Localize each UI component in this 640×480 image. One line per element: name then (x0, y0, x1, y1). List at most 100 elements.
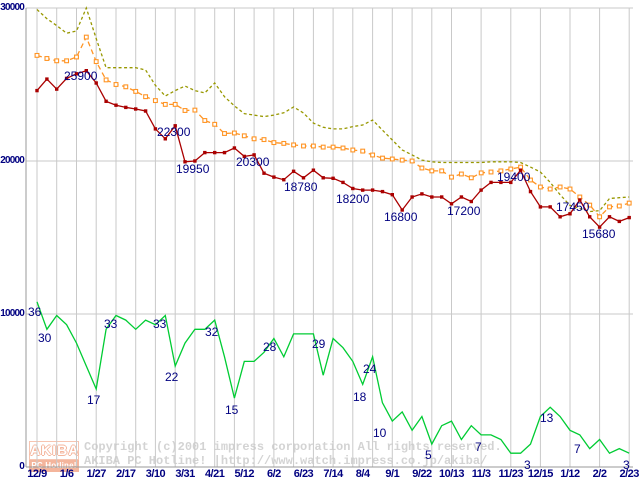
copyright-line1: Copyright (c)2001 impress corporation Al… (84, 440, 502, 454)
x-axis-tick-label: 2/2 (592, 468, 607, 480)
x-axis-tick-label: 8/4 (355, 468, 370, 480)
marker-filled-square (35, 88, 39, 93)
marker-filled-square (45, 77, 49, 81)
marker-open-square (133, 88, 139, 94)
count-data-label: 13 (540, 411, 554, 425)
x-axis-tick-label: 3/31 (175, 468, 195, 480)
marker-filled-square (183, 160, 187, 164)
count-data-label: 36 (28, 305, 42, 319)
marker-filled-square (163, 137, 167, 141)
x-axis-tick-label: 2/23 (619, 468, 639, 480)
marker-filled-square (242, 154, 246, 159)
marker-filled-square (311, 168, 316, 172)
price-data-label: 22300 (157, 125, 191, 139)
marker-filled-square (262, 171, 266, 175)
marker-filled-square (341, 180, 345, 185)
marker-open-square (143, 94, 149, 100)
marker-open-square (439, 168, 445, 174)
marker-filled-square (114, 103, 118, 107)
marker-open-square (34, 52, 40, 58)
count-data-label: 15 (225, 403, 239, 417)
marker-open-square (607, 204, 612, 210)
marker-filled-square (321, 176, 325, 180)
marker-open-square (478, 170, 484, 176)
y-axis-tick-label: 30000 (0, 2, 25, 13)
x-axis-tick-label: 9/1 (385, 468, 400, 480)
price-data-label: 18780 (284, 180, 318, 194)
marker-filled-square (597, 225, 602, 229)
x-axis-tick-label: 3/10 (145, 468, 166, 480)
marker-open-square (389, 156, 395, 162)
marker-open-square (231, 130, 237, 136)
marker-open-square (380, 155, 385, 161)
marker-open-square (597, 214, 603, 220)
marker-open-square (291, 142, 297, 148)
marker-filled-square (143, 109, 148, 113)
x-axis-tick-label: 12/9 (27, 468, 47, 480)
marker-filled-square (400, 208, 404, 212)
marker-open-square (74, 54, 79, 60)
marker-open-square (557, 184, 563, 190)
marker-filled-square (64, 76, 69, 81)
marker-filled-square (213, 150, 217, 155)
count-data-label: 7 (475, 440, 482, 454)
marker-open-square (360, 148, 366, 154)
series-line-count-solid-green (36, 301, 630, 455)
marker-filled-square (548, 205, 552, 209)
marker-filled-square (203, 150, 207, 155)
marker-filled-square (361, 188, 365, 192)
count-data-label: 17 (87, 393, 101, 407)
akiba-logo-text: AKIBA (29, 441, 80, 460)
marker-filled-square (301, 176, 306, 180)
x-axis-tick-label: 11/3 (471, 468, 491, 480)
price-data-label: 16800 (384, 210, 418, 224)
marker-open-square (152, 98, 158, 104)
price-data-label: 19400 (497, 170, 531, 184)
marker-open-square (567, 186, 573, 192)
price-data-label: 20300 (236, 155, 270, 169)
marker-filled-square (607, 215, 612, 219)
marker-filled-square (291, 169, 296, 173)
count-data-label: 29 (312, 337, 326, 351)
marker-open-square (587, 202, 593, 208)
count-data-label: 30 (38, 331, 52, 345)
marker-filled-square (479, 188, 483, 192)
marker-filled-square (489, 180, 493, 185)
marker-filled-square (134, 107, 138, 111)
marker-open-square (83, 34, 89, 40)
count-data-label: 32 (205, 325, 219, 339)
marker-open-square (310, 143, 316, 149)
count-data-label: 24 (363, 362, 377, 376)
marker-open-square (626, 200, 632, 206)
marker-filled-square (55, 87, 59, 91)
marker-filled-square (410, 195, 414, 199)
count-data-label: 33 (104, 317, 118, 331)
marker-filled-square (232, 146, 237, 150)
marker-open-square (330, 144, 336, 150)
marker-open-square (271, 140, 277, 146)
marker-filled-square (282, 178, 286, 182)
copyright-block: Copyright (c)2001 impress corporation Al… (84, 440, 502, 468)
marker-open-square (449, 174, 454, 180)
marker-open-square (370, 152, 376, 158)
count-data-label: 3 (524, 458, 531, 472)
marker-filled-square (617, 219, 621, 224)
marker-filled-square (459, 195, 464, 199)
x-axis-tick-label: 1/27 (86, 468, 107, 480)
copyright-line2: AKIBA PC Hotline! |http://www.watch.impr… (84, 454, 488, 468)
marker-filled-square (518, 168, 523, 172)
marker-open-square (409, 158, 415, 164)
count-data-label: 10 (373, 426, 387, 440)
marker-filled-square (538, 205, 543, 209)
marker-filled-square (74, 72, 79, 76)
x-axis-tick-label: 1/12 (560, 468, 580, 480)
count-data-label: 18 (353, 390, 367, 404)
y-axis-tick-label: 10000 (0, 308, 25, 319)
marker-open-square (261, 137, 267, 143)
marker-filled-square (509, 180, 513, 185)
marker-filled-square (568, 212, 572, 216)
price-data-label: 17450 (556, 200, 590, 214)
marker-filled-square (528, 189, 533, 194)
marker-open-square (458, 171, 464, 177)
marker-open-square (350, 147, 356, 153)
